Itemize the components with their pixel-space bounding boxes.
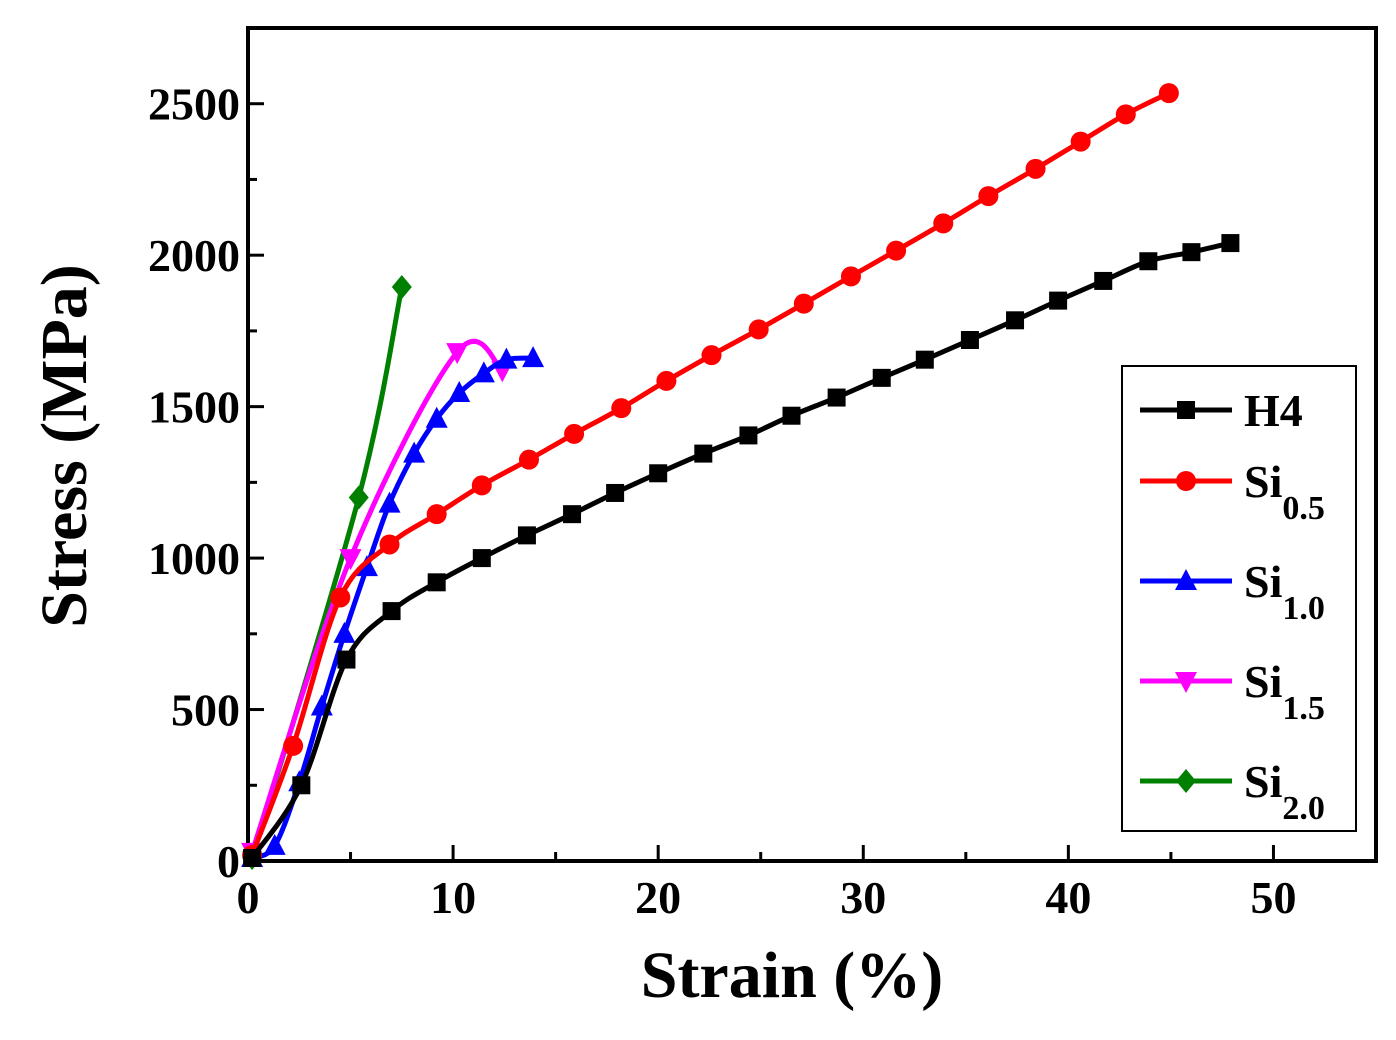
data-point (1006, 311, 1025, 330)
series-si0-5 (242, 83, 1179, 865)
data-point (840, 266, 861, 287)
legend-label: Si2.0 (1244, 756, 1325, 827)
data-point (348, 485, 369, 510)
y-tick-label: 2000 (148, 230, 240, 281)
data-point (1182, 243, 1201, 262)
x-axis-title: Strain (%) (641, 939, 943, 1012)
plot-frame (246, 26, 1378, 863)
data-point (391, 274, 412, 299)
data-point (263, 833, 286, 855)
legend-item: H4 (1140, 385, 1303, 436)
data-point (701, 345, 722, 366)
series-line (249, 90, 1172, 858)
x-tick-label: 40 (1045, 872, 1091, 923)
data-point (1158, 83, 1179, 104)
data-point (978, 186, 999, 207)
data-point (1139, 252, 1158, 271)
data-point (522, 346, 545, 368)
series-si2-0 (242, 274, 412, 870)
legend-label: Si0.5 (1244, 456, 1325, 527)
data-point (517, 526, 536, 545)
data-point (782, 406, 801, 425)
data-point (563, 505, 582, 524)
y-tick-label: 1500 (148, 382, 240, 433)
y-tick-label: 2500 (148, 79, 240, 130)
data-point (827, 388, 846, 407)
data-point (283, 735, 304, 756)
data-point (339, 549, 362, 571)
legend-swatch-marker (1175, 569, 1197, 590)
data-point (355, 555, 378, 577)
data-point (403, 441, 426, 463)
data-point (1070, 131, 1091, 152)
data-point (748, 319, 769, 340)
y-tick-label: 0 (217, 836, 240, 887)
data-point (292, 776, 311, 795)
legend-item: Si1.5 (1140, 656, 1325, 727)
series-line (249, 240, 1233, 861)
data-point (793, 293, 814, 314)
data-point (1025, 158, 1046, 179)
data-point (471, 475, 492, 496)
x-tick-label: 30 (840, 872, 886, 923)
x-tick-label: 0 (237, 872, 260, 923)
data-point (564, 423, 585, 444)
data-point (606, 483, 625, 502)
data-point (472, 361, 495, 383)
x-tick-label: 20 (635, 872, 681, 923)
x-tick-label: 10 (430, 872, 476, 923)
data-point (1221, 234, 1240, 253)
data-series (241, 83, 1240, 870)
data-point (333, 621, 356, 643)
legend-label: Si1.5 (1244, 656, 1325, 727)
legend-label: Si1.0 (1244, 556, 1325, 627)
data-point (1115, 104, 1136, 125)
legend-swatch-marker (1176, 471, 1196, 491)
data-point (446, 343, 469, 365)
legend-swatch-marker (1176, 769, 1196, 793)
series-h4 (243, 234, 1240, 867)
data-point (872, 368, 891, 387)
data-point (337, 650, 356, 669)
data-point (886, 240, 907, 261)
data-point (495, 347, 518, 369)
data-point (330, 587, 351, 608)
data-point (243, 848, 262, 867)
data-point (518, 449, 539, 470)
data-point (933, 213, 954, 234)
data-point (1049, 291, 1068, 310)
legend-box (1121, 365, 1357, 832)
legend-swatch-marker (1175, 672, 1197, 693)
y-tick-label: 500 (171, 685, 240, 736)
data-point (960, 330, 979, 349)
legend-item: Si0.5 (1140, 456, 1325, 527)
series-line (249, 284, 405, 861)
data-point (472, 549, 491, 568)
data-point (739, 426, 758, 445)
data-point (656, 370, 677, 391)
data-point (1094, 271, 1113, 290)
legend-swatch-marker (1177, 401, 1195, 419)
data-point (427, 573, 446, 592)
data-point (379, 534, 400, 555)
legend: H4 Si0.5 Si1.0 Si1.5 Si2.0 (1140, 385, 1325, 827)
data-point (378, 491, 401, 513)
data-point (448, 381, 471, 403)
x-tick-label: 50 (1250, 872, 1296, 923)
data-point (425, 406, 448, 428)
y-tick-label: 1000 (148, 533, 240, 584)
data-point (915, 350, 934, 369)
data-point (694, 444, 713, 463)
data-point (611, 398, 632, 419)
data-point (649, 464, 668, 483)
data-point (382, 602, 401, 621)
data-point (426, 504, 447, 525)
y-axis-title: Stress (MPa) (28, 264, 101, 628)
legend-label: H4 (1244, 385, 1303, 436)
legend-item: Si2.0 (1140, 756, 1325, 827)
legend-item: Si1.0 (1140, 556, 1325, 627)
